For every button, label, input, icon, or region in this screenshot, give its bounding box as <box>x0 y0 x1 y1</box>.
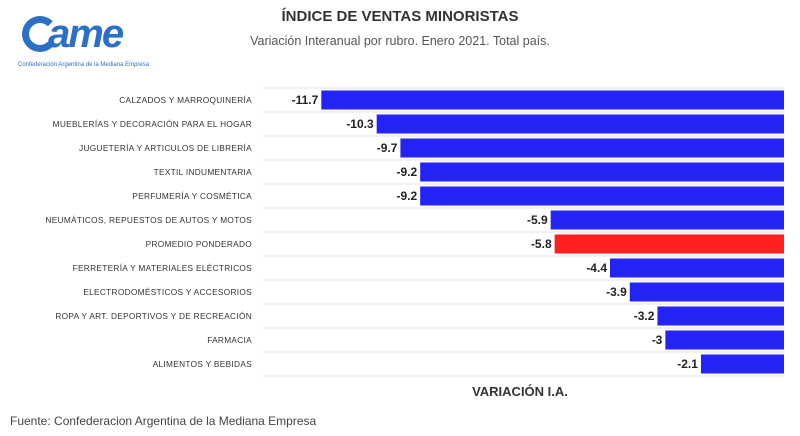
category-label: FERRETERÍA Y MATERIALES ELÉCTRICOS <box>73 263 253 273</box>
bar-8 <box>629 282 784 302</box>
bar-0 <box>321 90 784 110</box>
category-label: FARMACIA <box>207 335 252 345</box>
chart-subtitle: Variación Interanual por rubro. Enero 20… <box>250 34 550 48</box>
bar-10 <box>665 330 784 350</box>
value-label: -9.2 <box>396 165 417 179</box>
value-label: -3 <box>652 333 663 347</box>
source-note: Fuente: Confederacion Argentina de la Me… <box>10 414 317 428</box>
category-label: CALZADOS Y MARROQUINERÍA <box>119 95 252 105</box>
value-label: -11.7 <box>292 93 319 107</box>
logo-text: ame <box>48 12 124 56</box>
category-label: PERFUMERÍA Y COSMÉTICA <box>132 191 252 201</box>
category-label: ELECTRODOMÉSTICOS Y ACCESORIOS <box>83 287 252 297</box>
value-label: -9.2 <box>396 189 417 203</box>
bar-chart: CALZADOS Y MARROQUINERÍA -11.7 MUEBLERÍAS … <box>45 87 784 377</box>
bar-9 <box>657 306 784 326</box>
category-label: PROMEDIO PONDERADO <box>146 239 253 249</box>
category-label: JUGUETERÍA Y ARTICULOS DE LIBRERÍA <box>79 143 252 153</box>
came-logo: ame Confederación Argentina de la Median… <box>10 6 160 68</box>
category-label: ROPA Y ART. DEPORTIVOS Y DE RECREACIÓN <box>55 311 252 321</box>
value-label: -5.9 <box>527 213 548 227</box>
bar-11 <box>700 354 784 374</box>
value-label: -10.3 <box>346 117 374 131</box>
x-axis-label: VARIACIÓN I.A. <box>472 384 568 399</box>
value-label: -2.1 <box>677 357 698 371</box>
category-label: ALIMENTOS Y BEBIDAS <box>153 359 252 369</box>
category-label: NEUMÁTICOS, REPUESTOS DE AUTOS Y MOTOS <box>45 215 252 225</box>
chart-title: ÍNDICE DE VENTAS MINORISTAS <box>281 8 519 25</box>
logo-c-shape <box>22 16 58 52</box>
bar-5 <box>550 210 784 230</box>
bar-4 <box>420 186 784 206</box>
bar-6 <box>554 234 784 254</box>
value-label: -5.8 <box>531 237 552 251</box>
category-label: MUEBLERÍAS Y DECORACIÓN PARA EL HOGAR <box>53 119 252 129</box>
bar-2 <box>400 138 784 158</box>
value-label: -4.4 <box>586 261 607 275</box>
value-label: -9.7 <box>377 141 398 155</box>
bar-1 <box>376 114 784 134</box>
bar-3 <box>420 162 784 182</box>
value-label: -3.9 <box>606 285 627 299</box>
category-label: TEXTIL INDUMENTARIA <box>154 167 253 177</box>
value-label: -3.2 <box>634 309 655 323</box>
bar-7 <box>610 258 784 278</box>
logo-subtitle: Confederación Argentina de la Mediana Em… <box>18 62 150 68</box>
